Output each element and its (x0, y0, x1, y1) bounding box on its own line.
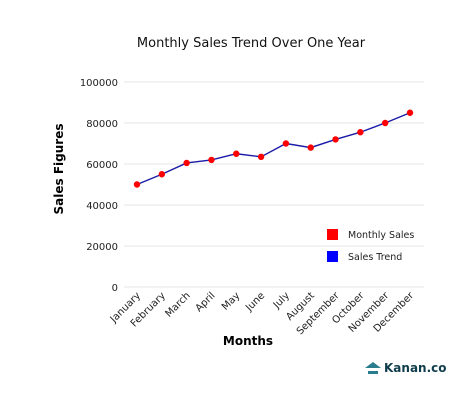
y-tick-label: 0 (112, 283, 118, 294)
data-point (357, 129, 364, 136)
legend-swatch-sales-trend (327, 251, 338, 262)
x-tick-label: April (194, 290, 218, 314)
y-axis-title: Sales Figures (52, 124, 66, 215)
data-point (332, 136, 339, 143)
y-tick-label: 40000 (86, 201, 118, 212)
data-point (406, 109, 414, 116)
brand-logo-text: Kanan.co (384, 361, 447, 375)
legend: Monthly Sales Sales Trend (327, 229, 414, 263)
sales-trend-line (136, 112, 411, 186)
chart-title: Monthly Sales Trend Over One Year (137, 36, 366, 51)
legend-label-monthly-sales: Monthly Sales (348, 230, 414, 241)
legend-label-sales-trend: Sales Trend (348, 252, 402, 263)
data-point (381, 119, 389, 127)
data-point (158, 171, 166, 178)
x-axis-title: Months (223, 334, 273, 348)
kanan-logo-icon (365, 362, 381, 374)
x-tick-label: July (271, 290, 292, 311)
y-tick-label: 20000 (86, 242, 118, 253)
sales-markers (133, 109, 414, 188)
legend-swatch-monthly-sales (327, 229, 338, 240)
data-point (208, 156, 215, 164)
y-tick-labels: 0 20000 40000 60000 80000 100000 (80, 78, 118, 294)
y-tick-label: 60000 (86, 160, 118, 171)
series-line (136, 112, 411, 186)
data-point (133, 181, 141, 188)
data-point (233, 150, 240, 157)
x-tick-label: May (220, 290, 242, 312)
data-point (307, 144, 314, 151)
y-tick-label: 100000 (80, 78, 118, 89)
data-point (282, 140, 290, 147)
x-tick-label: March (163, 290, 192, 319)
data-point (183, 159, 190, 167)
brand-logo: Kanan.co (365, 361, 447, 375)
data-point (257, 153, 265, 161)
y-tick-label: 80000 (86, 119, 118, 130)
grid-lines (124, 81, 424, 288)
x-tick-label: June (243, 290, 267, 314)
